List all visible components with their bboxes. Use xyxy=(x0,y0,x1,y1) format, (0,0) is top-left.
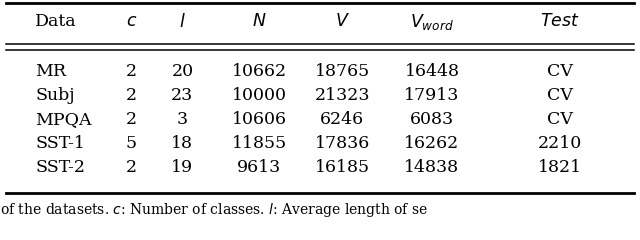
Text: MR: MR xyxy=(35,64,67,80)
Text: 16448: 16448 xyxy=(404,64,460,80)
Text: 18765: 18765 xyxy=(315,64,370,80)
Text: 20: 20 xyxy=(172,64,193,80)
Text: $l$: $l$ xyxy=(179,13,186,31)
Text: 2: 2 xyxy=(125,160,137,176)
Text: Subj: Subj xyxy=(35,88,75,104)
Text: Data: Data xyxy=(35,13,77,30)
Text: SST-2: SST-2 xyxy=(35,160,85,176)
Text: 2: 2 xyxy=(125,64,137,80)
Text: 14838: 14838 xyxy=(404,160,460,176)
Text: SST-1: SST-1 xyxy=(35,136,85,152)
Text: MPQA: MPQA xyxy=(35,112,92,128)
Text: 1821: 1821 xyxy=(538,160,582,176)
Text: $c$: $c$ xyxy=(125,13,137,30)
Text: 3: 3 xyxy=(177,112,188,128)
Text: 17913: 17913 xyxy=(404,88,460,104)
Text: of the datasets. $c$: Number of classes. $l$: Average length of se: of the datasets. $c$: Number of classes.… xyxy=(0,201,428,219)
Text: 23: 23 xyxy=(172,88,193,104)
Text: 10662: 10662 xyxy=(232,64,287,80)
Text: 18: 18 xyxy=(172,136,193,152)
Text: CV: CV xyxy=(547,64,573,80)
Text: 21323: 21323 xyxy=(315,88,370,104)
Text: 2210: 2210 xyxy=(538,136,582,152)
Text: 19: 19 xyxy=(172,160,193,176)
Text: 16262: 16262 xyxy=(404,136,460,152)
Text: 5: 5 xyxy=(125,136,137,152)
Text: 2: 2 xyxy=(125,112,137,128)
Text: 6083: 6083 xyxy=(410,112,454,128)
Text: $V_{word}$: $V_{word}$ xyxy=(410,12,454,32)
Text: 10000: 10000 xyxy=(232,88,287,104)
Text: 9613: 9613 xyxy=(237,160,282,176)
Text: 17836: 17836 xyxy=(315,136,370,152)
Text: 6246: 6246 xyxy=(321,112,364,128)
Text: 2: 2 xyxy=(125,88,137,104)
Text: $N$: $N$ xyxy=(252,13,266,30)
Text: 11855: 11855 xyxy=(232,136,287,152)
Text: $Test$: $Test$ xyxy=(540,13,580,30)
Text: CV: CV xyxy=(547,112,573,128)
Text: CV: CV xyxy=(547,88,573,104)
Text: 10606: 10606 xyxy=(232,112,287,128)
Text: 16185: 16185 xyxy=(315,160,370,176)
Text: $V$: $V$ xyxy=(335,13,350,30)
